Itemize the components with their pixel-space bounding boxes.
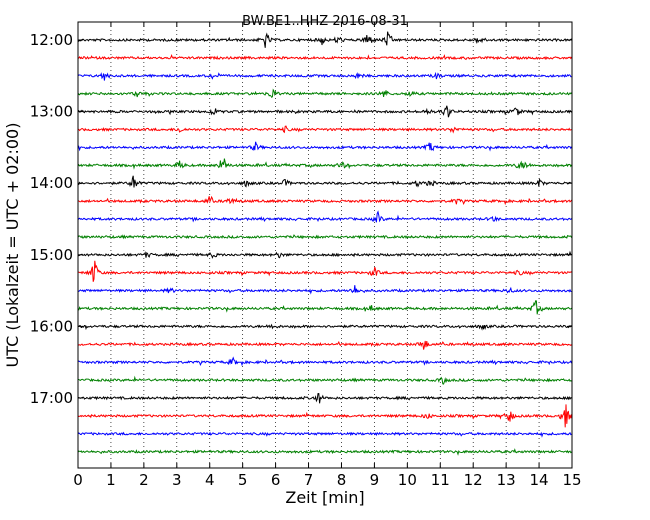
trace — [77, 300, 572, 315]
trace — [77, 392, 572, 404]
trace — [77, 404, 573, 428]
trace — [77, 71, 572, 81]
y-tick-label: 14:00 — [30, 174, 73, 192]
trace-line — [77, 404, 573, 428]
y-tick-label: 15:00 — [30, 246, 73, 264]
trace — [77, 431, 572, 438]
trace-line — [78, 125, 572, 134]
x-tick-label: 1 — [106, 471, 116, 489]
vertical-gridlines — [110, 22, 540, 468]
trace — [78, 375, 572, 385]
x-tick-label: 3 — [172, 471, 182, 489]
trace-line — [77, 300, 572, 315]
trace — [77, 31, 572, 48]
trace-line — [78, 375, 572, 385]
trace — [78, 125, 572, 134]
trace-line — [77, 356, 573, 367]
trace-line — [78, 260, 572, 282]
trace — [77, 340, 572, 350]
trace-line — [77, 158, 573, 170]
trace — [78, 260, 572, 282]
trace — [77, 88, 572, 98]
trace — [77, 210, 572, 223]
trace — [77, 195, 572, 206]
trace-line — [77, 431, 572, 438]
trace-line — [77, 340, 572, 350]
x-tick-label: 9 — [370, 471, 380, 489]
plot-frame — [77, 21, 573, 469]
trace-line — [77, 323, 572, 331]
x-tick-labels: 0 1 2 3 4 5 6 7 8 9 10 11 12 13 14 15 — [73, 471, 581, 489]
trace — [77, 323, 572, 331]
x-tick-label: 11 — [431, 471, 450, 489]
y-tick-label: 12:00 — [30, 31, 73, 49]
trace-line — [77, 71, 572, 81]
trace — [77, 356, 573, 367]
trace — [77, 141, 573, 152]
trace-line — [77, 195, 572, 206]
x-tick-label: 0 — [73, 471, 83, 489]
y-tick-label: 17:00 — [30, 389, 73, 407]
x-tick-label: 14 — [530, 471, 549, 489]
x-tick-label: 4 — [205, 471, 215, 489]
x-axis-label: Zeit [min] — [285, 488, 364, 507]
x-tick-label: 7 — [304, 471, 314, 489]
trace-line — [77, 54, 573, 61]
trace — [77, 105, 573, 118]
trace-line — [77, 31, 572, 48]
trace-line — [77, 210, 572, 223]
trace-line — [77, 250, 572, 259]
trace — [77, 158, 573, 170]
trace-line — [77, 141, 573, 152]
trace — [77, 250, 572, 259]
x-tick-label: 12 — [464, 471, 483, 489]
trace — [77, 285, 572, 295]
trace — [77, 448, 572, 456]
x-tick-label: 15 — [562, 471, 581, 489]
trace-line — [77, 105, 573, 118]
axis-ticks — [77, 22, 573, 468]
x-tick-label: 13 — [497, 471, 516, 489]
trace — [77, 234, 573, 240]
trace — [77, 54, 573, 61]
y-tick-labels: 12:00 13:00 14:00 15:00 16:00 17:00 — [30, 31, 73, 407]
y-tick-label: 13:00 — [30, 103, 73, 121]
trace-line — [77, 175, 572, 188]
trace-line — [77, 88, 572, 98]
trace-line — [77, 448, 572, 456]
x-tick-label: 2 — [139, 471, 149, 489]
traces — [77, 31, 573, 456]
x-tick-label: 8 — [337, 471, 347, 489]
y-tick-label: 16:00 — [30, 317, 73, 335]
trace-line — [77, 234, 573, 240]
trace-line — [77, 392, 572, 404]
trace-line — [77, 285, 572, 295]
trace — [77, 175, 572, 188]
x-tick-label: 5 — [238, 471, 248, 489]
x-tick-label: 6 — [271, 471, 281, 489]
y-axis-label: UTC (Lokalzeit = UTC + 02:00) — [3, 123, 22, 368]
x-tick-label: 10 — [398, 471, 417, 489]
